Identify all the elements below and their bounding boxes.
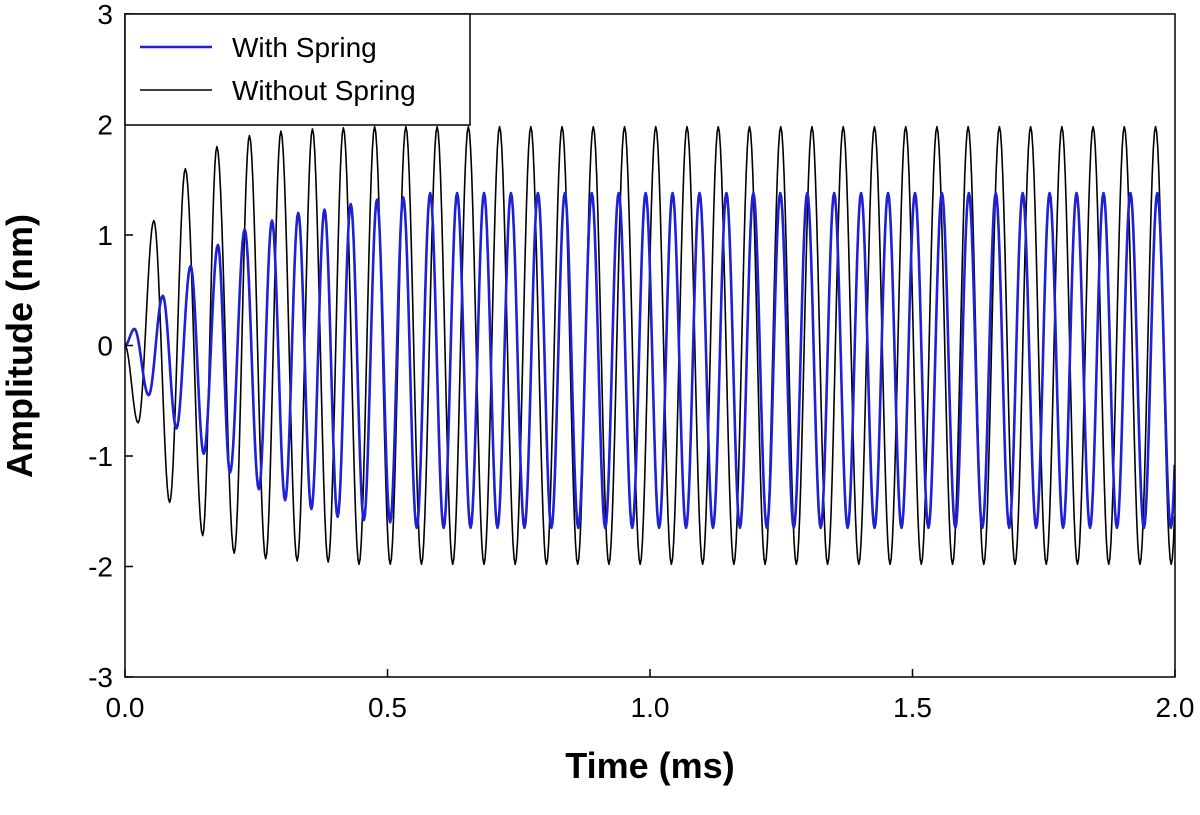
legend: With Spring Without Spring [124, 13, 471, 126]
y-axis-title: Amplitude (nm) [0, 214, 40, 478]
y-tick-label: 2 [97, 110, 113, 141]
y-tick-label: -2 [88, 552, 113, 583]
y-tick-label: 0 [97, 331, 113, 362]
x-tick-label: 0.5 [368, 692, 407, 723]
legend-label-with-spring: With Spring [232, 32, 377, 63]
y-tick-label: -3 [88, 662, 113, 693]
x-tick-label: 1.5 [893, 692, 932, 723]
x-tick-label: 1.0 [631, 692, 670, 723]
y-tick-label: 1 [97, 220, 113, 251]
series-line-with-spring [125, 191, 1175, 530]
y-tick-label: -1 [88, 441, 113, 472]
x-tick-label: 0.0 [106, 692, 145, 723]
series-layer [125, 125, 1175, 566]
x-axis-title: Time (ms) [565, 745, 734, 786]
legend-box [124, 13, 471, 126]
y-tick-label: 3 [97, 0, 113, 30]
x-axis: 0.0 0.5 1.0 1.5 2.0 [106, 669, 1195, 723]
x-tick-label: 2.0 [1156, 692, 1195, 723]
legend-label-without-spring: Without Spring [232, 75, 416, 106]
